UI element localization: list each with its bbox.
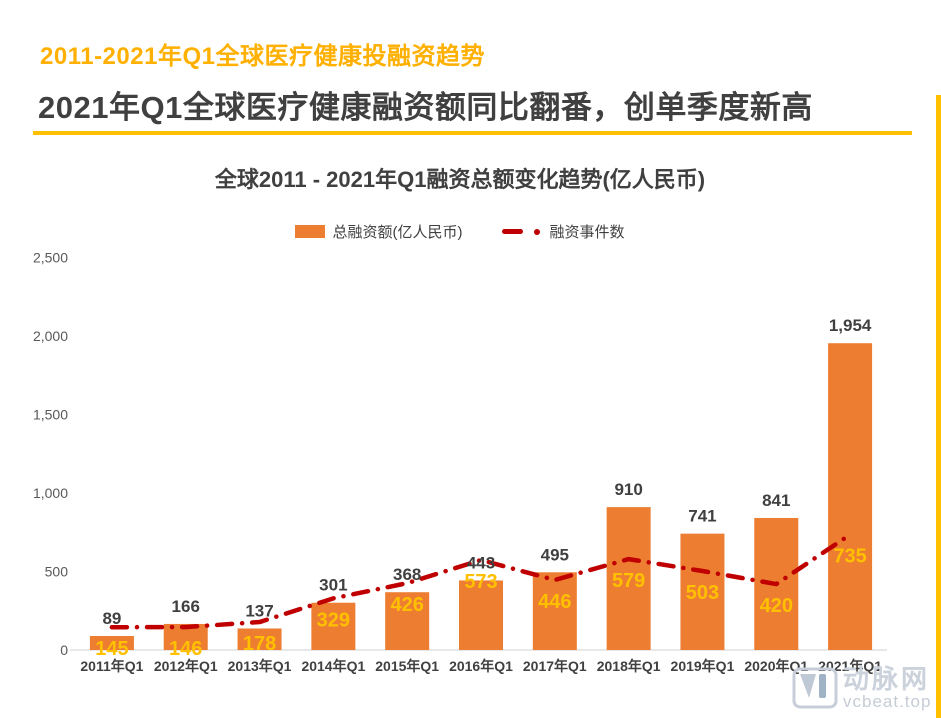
line-value-label: 446: [538, 591, 571, 613]
y-axis-tick: 500: [45, 563, 69, 579]
y-axis-tick: 2,500: [33, 250, 68, 265]
line-series-dot-icon: [534, 228, 541, 235]
chart-title: 全球2011 - 2021年Q1融资总额变化趋势(亿人民币): [214, 167, 706, 192]
chart-legend: 总融资额(亿人民币) 融资事件数: [30, 221, 890, 242]
eyebrow-title: 2011-2021年Q1全球医疗健康投融资趋势: [40, 43, 485, 70]
bar: [237, 628, 282, 650]
line-series-dash-icon: [502, 229, 524, 234]
bar: [532, 572, 577, 650]
legend-item-line-series: 融资事件数: [502, 221, 625, 242]
x-axis-label: 2019年Q1: [671, 658, 735, 674]
bar-value-label: 443: [467, 553, 495, 572]
y-axis-tick: 2,000: [33, 328, 68, 344]
line-value-label: 145: [95, 638, 128, 660]
line-value-label: 426: [390, 594, 423, 616]
line-value-label: 178: [243, 633, 276, 655]
headline: 2021年Q1全球医疗健康融资额同比翻番，创单季度新高: [38, 90, 813, 125]
legend-item-bar-series: 总融资额(亿人民币): [295, 221, 462, 242]
bar-value-label: 368: [393, 565, 421, 584]
watermark-brand: 动脉网: [843, 664, 931, 694]
bar: [385, 592, 430, 650]
bar-value-label: 910: [614, 480, 642, 499]
line-value-label: 579: [612, 570, 645, 592]
x-axis-label: 2011年Q1: [80, 658, 143, 674]
bar: [828, 343, 873, 650]
x-axis-label: 2014年Q1: [301, 658, 365, 674]
bar-series-legend-label: 总融资额(亿人民币): [332, 224, 463, 241]
bar: [680, 533, 725, 650]
vcbeat-watermark: 动脉网 vcbeat.top: [792, 666, 931, 710]
bar-series-swatch-icon: [295, 225, 326, 238]
bar: [89, 636, 134, 650]
line-value-label: 735: [833, 546, 866, 568]
watermark-domain: vcbeat.top: [843, 692, 932, 711]
combo-chart: 0 500 1,000 1,500 2,000 2,500 89 166 137 301 368 44…: [33, 250, 887, 674]
bar-value-label: 137: [245, 601, 273, 620]
headline-underline: [33, 131, 912, 135]
line-value-label: 329: [317, 609, 350, 631]
bar-value-label: 495: [541, 545, 569, 564]
watermark-text: 动脉网 vcbeat.top: [843, 666, 931, 710]
y-axis-tick: 1,500: [33, 406, 68, 422]
bar-value-label: 741: [688, 507, 716, 526]
line-value-label: 420: [760, 595, 793, 617]
bar: [311, 602, 356, 650]
x-axis-label: 2013年Q1: [228, 658, 292, 674]
line-value-label: 146: [169, 638, 202, 660]
x-axis-label: 2016年Q1: [449, 658, 513, 674]
line-value-label: 573: [464, 571, 497, 593]
vcbeat-vb-logo-icon: [792, 667, 838, 709]
x-axis-label: 2015年Q1: [375, 658, 439, 674]
bar: [606, 507, 651, 650]
y-axis-tick: 1,000: [33, 485, 68, 501]
bar-value-label: 89: [102, 609, 121, 628]
right-accent-strip: [936, 95, 941, 718]
line-series-legend-label: 融资事件数: [549, 224, 625, 241]
x-axis-label: 2020年Q1: [744, 658, 808, 674]
bar: [459, 580, 503, 650]
line-series-path: [109, 532, 853, 630]
bar-value-label: 166: [172, 597, 200, 616]
line-value-label: 503: [686, 582, 719, 604]
x-axis-label: 2017年Q1: [523, 658, 587, 674]
bar-value-label: 1,954: [829, 316, 872, 335]
bar-value-label: 301: [319, 576, 347, 595]
bar-value-label: 841: [762, 491, 790, 510]
x-axis-label: 2018年Q1: [597, 658, 661, 674]
y-axis-tick: 0: [60, 642, 68, 658]
x-axis-label: 2012年Q1: [154, 658, 218, 674]
